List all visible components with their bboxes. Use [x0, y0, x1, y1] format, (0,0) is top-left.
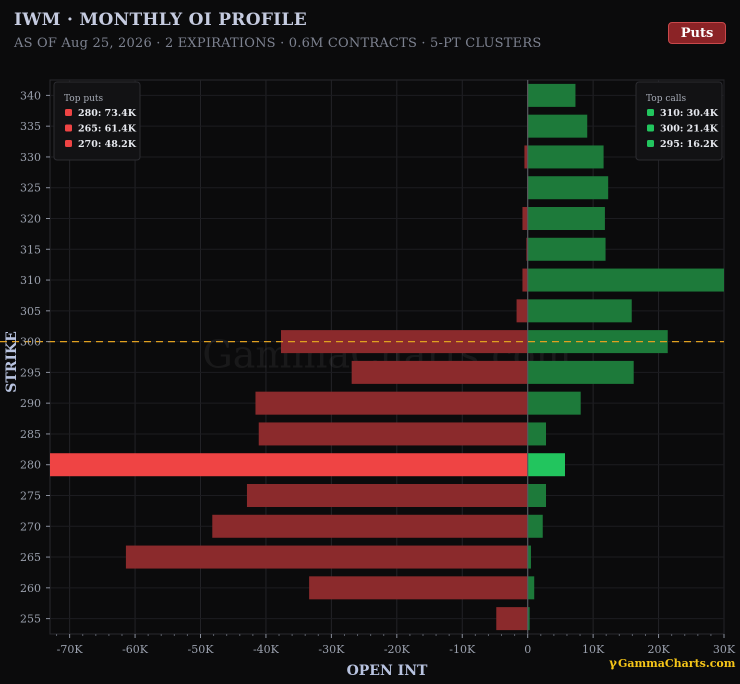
- put-bar-270: [212, 514, 528, 538]
- legend-entry: 295: 16.2K: [660, 139, 719, 150]
- legend-box: [635, 81, 723, 161]
- put-bar-275: [246, 484, 528, 507]
- call-bar-295: [527, 360, 634, 384]
- bars: [0, 80, 724, 634]
- y-tick-label: 310: [20, 274, 41, 287]
- chart-title: IWM · MONTHLY OI PROFILE: [14, 10, 307, 30]
- call-bar-325: [527, 176, 609, 200]
- put-bar-330: [524, 145, 528, 169]
- legend-swatch: [65, 124, 72, 132]
- y-tick-label: 295: [20, 366, 41, 379]
- legend-swatch: [647, 140, 654, 147]
- put-bar-335: [527, 114, 528, 138]
- put-bar-320: [522, 207, 528, 230]
- x-tick-label: -10K: [449, 643, 476, 656]
- legend-swatch: [65, 140, 72, 147]
- put-bar-290: [255, 391, 528, 415]
- y-tick-label: 255: [20, 613, 41, 626]
- legend-box: [53, 81, 141, 161]
- put-bar-265: [125, 545, 528, 569]
- y-tick-label: 335: [20, 120, 41, 133]
- axes: -70K -60K -50K -40K -30K -20K -10K 0 10K 20K 30K 34…: [20, 89, 736, 656]
- y-tick-label: 270: [20, 520, 41, 533]
- put-bar-305: [516, 299, 528, 323]
- legend-title: Top puts: [64, 94, 104, 104]
- call-bar-330: [527, 145, 604, 169]
- call-bar-285: [527, 422, 547, 446]
- legend-entry: 265: 61.4K: [78, 124, 137, 135]
- put-bar-300: [280, 330, 528, 354]
- x-tick-label: -30K: [318, 643, 345, 656]
- y-tick-label: 305: [20, 305, 41, 318]
- branding: γ GammaCharts.com: [609, 656, 736, 670]
- put-bar-255: [496, 607, 528, 631]
- x-tick-label: -70K: [57, 643, 84, 656]
- legend-swatch: [647, 124, 654, 132]
- legend-swatch: [65, 109, 72, 116]
- y-tick-label: 315: [20, 243, 41, 256]
- x-tick-label: -40K: [253, 643, 280, 656]
- branding-icon: γ: [609, 656, 617, 670]
- call-bar-270: [527, 514, 543, 538]
- y-tick-label: 280: [20, 459, 41, 472]
- call-bar-260: [527, 576, 535, 600]
- y-tick-label: 325: [20, 182, 41, 195]
- grid: [49, 79, 725, 635]
- x-tick-label: -20K: [384, 643, 411, 656]
- legend-entry: 300: 21.4K: [660, 124, 719, 135]
- put-bar-260: [309, 576, 528, 600]
- x-tick-label: 10K: [582, 643, 605, 656]
- legend-title: Top calls: [646, 94, 687, 104]
- call-bar-255: [527, 607, 530, 631]
- y-tick-label: 290: [20, 397, 41, 410]
- call-bar-315: [527, 237, 606, 261]
- legend-entry: 310: 30.4K: [660, 108, 719, 119]
- y-tick-label: 285: [20, 428, 41, 441]
- put-bar-315: [526, 237, 528, 261]
- put-bar-280: [50, 453, 528, 477]
- put-bar-325: [527, 176, 528, 200]
- call-bar-290: [527, 391, 581, 415]
- watermark: GammaCharts.com: [202, 333, 571, 377]
- put-bar-295: [351, 360, 528, 384]
- put-bar-310: [522, 268, 528, 292]
- y-tick-label: 265: [20, 551, 41, 564]
- x-tick-label: 30K: [713, 643, 736, 656]
- y-tick-label: 320: [20, 213, 41, 226]
- x-tick-label: -60K: [122, 643, 149, 656]
- plot-frame: [49, 79, 725, 635]
- x-tick-label: 0: [524, 643, 531, 656]
- legend-entry: 270: 48.2K: [78, 139, 137, 150]
- call-bar-280: [527, 453, 565, 477]
- put-bar-285: [258, 422, 528, 446]
- call-bar-335: [527, 114, 588, 138]
- call-bar-320: [527, 207, 605, 230]
- x-axis-label: OPEN INT: [347, 663, 428, 679]
- call-bar-310: [527, 268, 724, 292]
- top-calls-legend: Top calls 310: 30.4K 300: 21.4K 295: 16.2K: [635, 81, 723, 161]
- y-axis-label: STRIKE: [4, 331, 20, 393]
- legend-swatch: [647, 109, 654, 116]
- call-bar-300: [527, 330, 668, 354]
- x-tick-label: -50K: [188, 643, 215, 656]
- call-bar-275: [527, 484, 547, 507]
- top-puts-legend: Top puts 280: 73.4K 265: 61.4K 270: 48.2K: [53, 81, 141, 161]
- legend-entry: 280: 73.4K: [78, 108, 137, 119]
- y-tick-label: 260: [20, 582, 41, 595]
- y-tick-label: 330: [20, 151, 41, 164]
- put-bar-340: [527, 83, 528, 107]
- call-bar-340: [527, 83, 576, 107]
- y-tick-label: 300: [20, 336, 41, 349]
- call-bar-305: [527, 299, 632, 323]
- chart-subtitle: AS OF Aug 25, 2026 · 2 EXPIRATIONS · 0.6…: [14, 36, 542, 51]
- branding-text: GammaCharts.com: [618, 657, 736, 670]
- y-tick-label: 275: [20, 490, 41, 503]
- puts-toggle-button[interactable]: Puts: [668, 22, 726, 44]
- y-tick-label: 340: [20, 89, 41, 102]
- call-bar-265: [527, 545, 531, 569]
- x-tick-label: 20K: [647, 643, 670, 656]
